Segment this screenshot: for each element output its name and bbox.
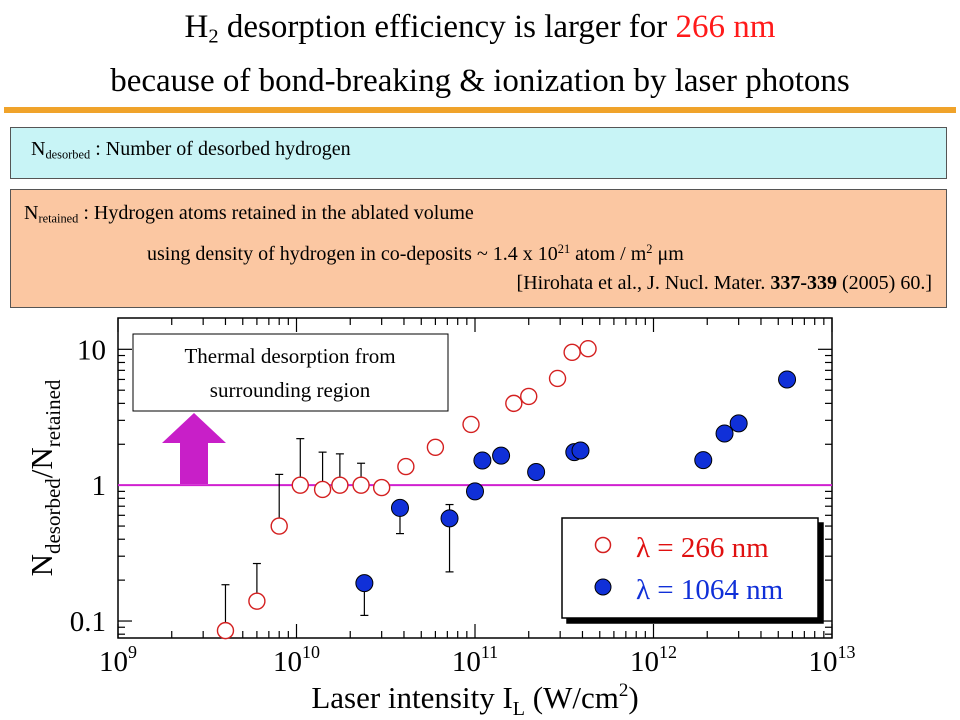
point-1064nm xyxy=(715,424,734,443)
y-tick-labels: 0.1 1 10 xyxy=(70,334,106,638)
point-1064nm xyxy=(571,441,590,460)
point-1064nm xyxy=(527,463,546,482)
point-266nm xyxy=(579,340,597,358)
point-1064nm xyxy=(390,498,409,517)
point-1064nm xyxy=(355,574,374,593)
definition-box-retained: Nretained : Hydrogen atoms retained in t… xyxy=(10,189,947,308)
annotation-line1: Thermal desorption from xyxy=(184,344,395,368)
definition-box-desorbed: Ndesorbed : Number of desorbed hydrogen xyxy=(10,127,947,179)
point-266nm xyxy=(291,476,309,494)
point-1064nm xyxy=(778,370,797,389)
legend-label-266: λ = 266 nm xyxy=(636,532,769,564)
minor-ticks xyxy=(118,318,832,638)
density-note: using density of hydrogen in co-deposits… xyxy=(147,242,684,266)
point-266nm xyxy=(352,476,370,494)
highlight-wavelength: 266 nm xyxy=(675,9,776,45)
point-1064nm xyxy=(466,482,484,501)
legend-marker-266 xyxy=(594,536,612,554)
point-266nm xyxy=(372,478,391,497)
y-axis-label: Ndesorbed/Nretained xyxy=(24,379,65,576)
data-points xyxy=(216,340,797,640)
legend: λ = 266 nm λ = 1064 nm xyxy=(561,517,819,619)
point-266nm xyxy=(331,476,349,494)
legend-label-1064: λ = 1064 nm xyxy=(636,574,784,606)
point-266nm xyxy=(248,592,266,610)
y-tick-label: 0.1 xyxy=(70,606,106,638)
legend-marker-1064 xyxy=(594,578,612,596)
x-tick-labels: 109 1010 1011 1012 1013 xyxy=(99,642,856,678)
x-axis-label: Laser intensity IL (W/cm2) xyxy=(311,680,638,720)
point-266nm xyxy=(426,438,445,456)
x-tick-label: 1013 xyxy=(809,642,856,678)
point-1064nm xyxy=(473,451,492,470)
y-tick-label: 10 xyxy=(77,334,106,366)
title-divider xyxy=(4,107,956,113)
reference-citation: [Hirohata et al., J. Nucl. Mater. 337-33… xyxy=(516,272,932,294)
point-266nm xyxy=(505,394,523,413)
point-1064nm xyxy=(440,509,459,528)
point-266nm xyxy=(313,480,332,499)
legend-box xyxy=(561,517,819,619)
point-266nm xyxy=(462,415,480,434)
annotation-line2: surrounding region xyxy=(210,378,371,402)
point-266nm xyxy=(563,343,581,362)
major-ticks xyxy=(117,318,833,638)
point-266nm xyxy=(270,517,288,535)
x-tick-label: 1012 xyxy=(630,642,677,678)
x-tick-label: 109 xyxy=(99,642,137,678)
error-bars xyxy=(221,438,454,623)
point-1064nm xyxy=(492,446,511,465)
point-266nm xyxy=(520,387,538,406)
up-arrow-icon xyxy=(162,413,226,484)
slide-title-line1: H2 desorption efficiency is larger for 2… xyxy=(184,9,776,48)
retained-definition: Nretained : Hydrogen atoms retained in t… xyxy=(24,202,474,226)
annotation-box xyxy=(132,333,449,412)
point-266nm xyxy=(216,621,235,640)
x-tick-label: 1010 xyxy=(273,642,320,678)
point-1064nm xyxy=(729,414,748,433)
slide-title-line2: because of bond-breaking & ionization by… xyxy=(110,63,850,99)
point-266nm xyxy=(397,457,415,476)
y-tick-label: 1 xyxy=(92,470,107,502)
x-tick-label: 1011 xyxy=(452,642,498,678)
annotation-thermal: Thermal desorption from surrounding regi… xyxy=(132,333,449,412)
point-266nm xyxy=(548,369,567,388)
point-1064nm xyxy=(694,451,713,470)
